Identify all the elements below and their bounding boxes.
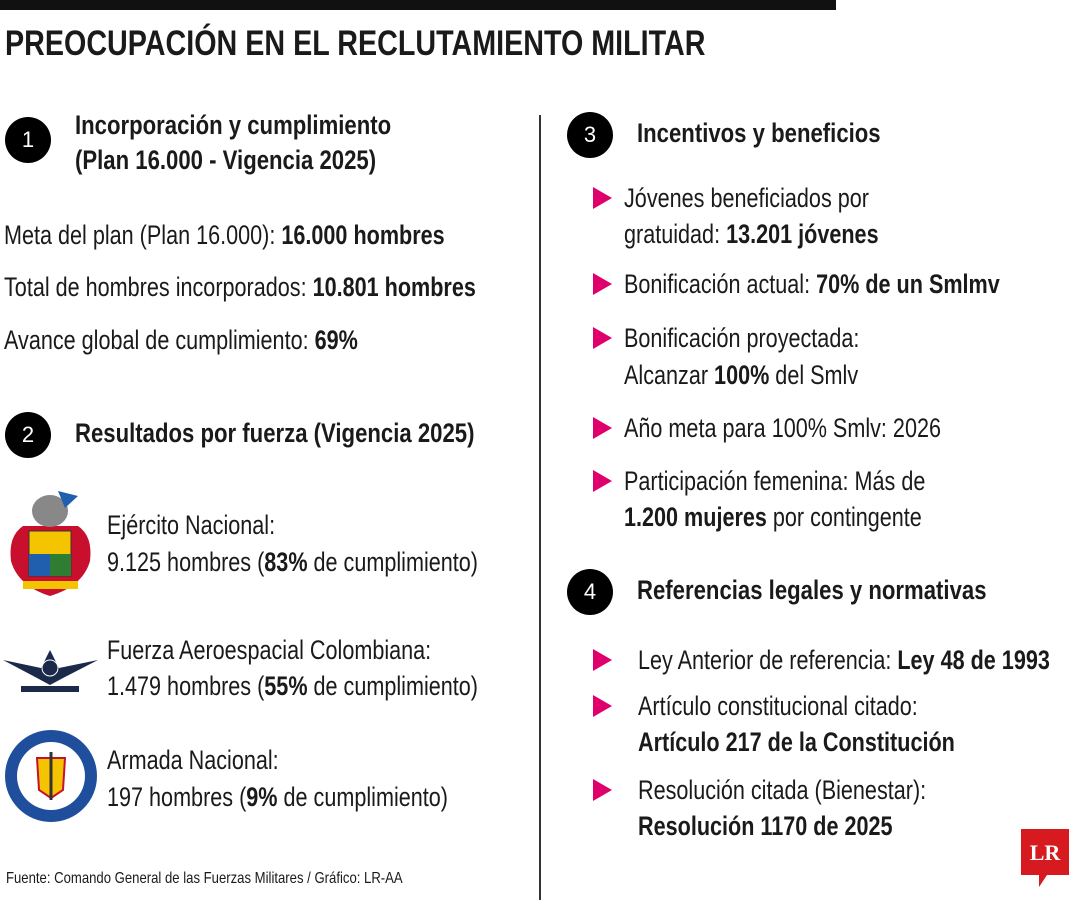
text: Fuerza Aeroespacial Colombiana: [107, 635, 432, 665]
section-heading: Referencias legales y normativas [637, 575, 987, 605]
bullet [593, 417, 612, 439]
text: por contingente [766, 502, 922, 532]
text-line: Participación femenina: Más de [624, 464, 925, 498]
text: Jóvenes beneficiados por [624, 183, 869, 213]
highlight-text: 16.000 hombres [281, 220, 445, 250]
text: del Smlv [769, 360, 859, 390]
highlight-text: 83% [264, 547, 308, 577]
highlight-text: 13.201 jóvenes [726, 219, 879, 249]
section-number: 3 [567, 112, 613, 158]
text: de cumplimiento) [307, 547, 478, 577]
top-bar [0, 0, 836, 10]
text-line: Artículo 217 de la Constitución [638, 725, 955, 759]
text: Participación femenina: Más de [624, 466, 926, 496]
text-line: Resolución 1170 de 2025 [638, 809, 893, 843]
text-line: Alcanzar 100% del Smlv [624, 358, 858, 392]
text: Ley Anterior de referencia: [638, 645, 898, 675]
text-line: Fuerza Aeroespacial Colombiana: [107, 633, 431, 667]
text-line: Avance global de cumplimiento: 69% [4, 323, 358, 357]
highlight-text: Resolución 1170 de 2025 [638, 811, 893, 841]
text-line: Año meta para 100% Smlv: 2026 [624, 411, 941, 445]
highlight-text: Artículo 217 de la Constitución [638, 727, 955, 757]
text-line: 1.200 mujeres por contingente [624, 500, 922, 534]
text: Meta del plan (Plan 16.000): [4, 220, 282, 250]
text-line: Jóvenes beneficiados por [624, 181, 869, 215]
text-line: Meta del plan (Plan 16.000): 16.000 homb… [4, 218, 445, 252]
text: 9.125 hombres ( [107, 547, 265, 577]
text: Resolución citada (Bienestar): [638, 775, 927, 805]
text: de cumplimiento) [307, 671, 478, 701]
text: Artículo constitucional citado: [638, 691, 918, 721]
army-logo [10, 491, 91, 596]
highlight-text: 9% [246, 782, 278, 812]
section-heading: Resultados por fuerza (Vigencia 2025) [75, 418, 475, 448]
bullet [593, 470, 612, 492]
text: 1.479 hombres ( [107, 671, 265, 701]
section-heading: Incorporación y cumplimiento [75, 110, 392, 140]
text: Año meta para 100% Smlv: 2026 [624, 413, 941, 443]
text: Bonificación proyectada: [624, 323, 860, 353]
bullet [593, 273, 612, 295]
section-number: 2 [5, 412, 51, 458]
text: gratuidad: [624, 219, 727, 249]
section-number: 1 [5, 117, 51, 163]
bullet [593, 649, 612, 671]
text-line: Ejército Nacional: [107, 508, 275, 542]
text: de cumplimiento) [277, 782, 448, 812]
text-line: Artículo constitucional citado: [638, 689, 918, 723]
bullet [593, 779, 612, 801]
text-line: 197 hombres (9% de cumplimiento) [107, 780, 448, 814]
section-number: 4 [567, 569, 613, 615]
text-line: Resolución citada (Bienestar): [638, 773, 926, 807]
navy-logo [5, 730, 97, 822]
text-line: Bonificación proyectada: [624, 321, 859, 355]
text-line: Bonificación actual: 70% de un Smlmv [624, 267, 1000, 301]
highlight-text: Ley 48 de 1993 [897, 645, 1050, 675]
text-line: Ley Anterior de referencia: Ley 48 de 19… [638, 643, 1050, 677]
divider [539, 115, 541, 900]
text: Armada Nacional: [107, 745, 279, 775]
text-line: 1.479 hombres (55% de cumplimiento) [107, 669, 478, 703]
highlight-text: 1.200 mujeres [624, 502, 767, 532]
text-line: 9.125 hombres (83% de cumplimiento) [107, 545, 478, 579]
bullet [593, 327, 612, 349]
text: Alcanzar [624, 360, 715, 390]
highlight-text: 100% [714, 360, 770, 390]
text-line: Armada Nacional: [107, 743, 279, 777]
bullet [593, 695, 612, 717]
highlight-text: 69% [314, 325, 358, 355]
brand-text: LR [1030, 840, 1062, 865]
title: PREOCUPACIÓN EN EL RECLUTAMIENTO MILITAR [5, 24, 706, 63]
text-line: gratuidad: 13.201 jóvenes [624, 217, 879, 251]
section-heading: (Plan 16.000 - Vigencia 2025) [75, 145, 377, 175]
brand-logo: LR [1021, 829, 1069, 887]
text: 197 hombres ( [107, 782, 247, 812]
text: Bonificación actual: [624, 269, 817, 299]
text: Ejército Nacional: [107, 510, 276, 540]
text: Total de hombres incorporados: [4, 272, 313, 302]
air-force-logo [3, 650, 98, 692]
highlight-text: 10.801 hombres [312, 272, 476, 302]
highlight-text: 55% [264, 671, 308, 701]
text-line: Total de hombres incorporados: 10.801 ho… [4, 270, 476, 304]
section-heading: Incentivos y beneficios [637, 118, 881, 148]
bullet [593, 187, 612, 209]
highlight-text: 70% de un Smlmv [816, 269, 1000, 299]
source: Fuente: Comando General de las Fuerzas M… [6, 870, 403, 887]
text: Avance global de cumplimiento: [4, 325, 315, 355]
